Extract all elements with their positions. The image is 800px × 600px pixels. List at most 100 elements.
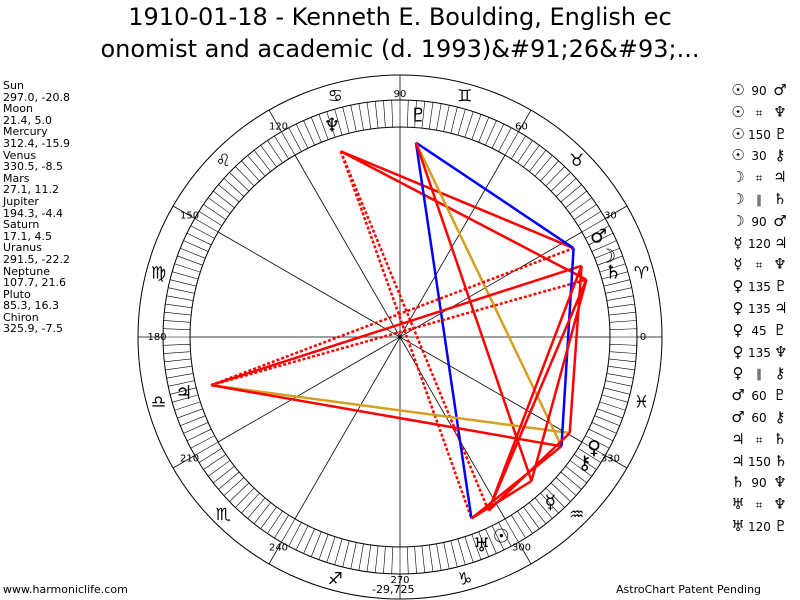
degree-tick	[164, 358, 192, 363]
zodiac-sign-icon: ♐	[328, 569, 343, 589]
neptune-icon: ♆	[773, 255, 787, 274]
aspect-line	[210, 264, 582, 387]
chart-title-line-1: 1910-01-18 - Kenneth E. Boulding, Englis…	[128, 3, 672, 31]
zodiac-sign-icon: ♏	[216, 505, 231, 525]
degree-tick	[247, 155, 266, 177]
degree-tick	[585, 435, 610, 449]
degree-tick	[194, 218, 219, 233]
degree-tick	[609, 328, 637, 330]
jupiter-icon: ♃	[731, 451, 745, 470]
planet-coords-moon: 21.4, 5.0	[3, 113, 52, 127]
moon-icon: ☽	[599, 246, 616, 268]
degree-tick	[450, 540, 458, 568]
degree-tick	[414, 546, 417, 574]
aspect-line	[487, 279, 588, 512]
jupiter-icon: ♃	[175, 382, 192, 404]
sun-icon: ☉	[731, 146, 745, 165]
degree-tick	[491, 123, 505, 149]
aspect-entry: ♃ ⌗ ♄	[728, 429, 798, 451]
chiron-icon: ⚷	[578, 452, 592, 474]
sign-divider-line	[217, 231, 583, 443]
degree-tick	[303, 528, 315, 554]
aspect-entry: ♀ 45 ♇	[728, 320, 798, 342]
sun-icon: ☉	[731, 102, 745, 121]
zodiac-sign-icon: ♓	[634, 393, 649, 413]
degree-tick	[163, 344, 191, 346]
planet-coords-jupiter: 194.3, -4.4	[3, 206, 63, 220]
degree-tick	[599, 401, 626, 411]
degree-tick	[180, 247, 206, 259]
degree-tick	[443, 105, 450, 132]
pluto-icon: ♇	[410, 105, 427, 127]
zodiac-sign-icon: ♑	[457, 569, 472, 589]
moon-icon: ☽	[731, 189, 745, 208]
degree-tick	[573, 454, 597, 470]
degree-tick	[326, 111, 336, 138]
degree-tick	[168, 287, 195, 294]
degree-tick	[374, 101, 379, 129]
neptune-icon: ♆	[773, 473, 787, 492]
degree-tick	[342, 540, 350, 568]
degree-tick	[163, 351, 191, 354]
aspect-entry: ☿ 120 ♃	[728, 233, 798, 255]
degree-tick	[208, 197, 231, 214]
planet-name-venus: Venus	[3, 148, 37, 162]
pluto-icon: ♇	[774, 124, 788, 143]
degree-tick	[174, 401, 201, 411]
planet-coords-pluto: 85.3, 16.3	[3, 299, 59, 313]
degree-tick	[177, 408, 203, 419]
degree-label: 330	[601, 454, 620, 465]
degree-tick	[163, 328, 191, 330]
degree-tick	[534, 497, 553, 519]
saturn-icon: ♄	[773, 189, 787, 208]
degree-tick	[241, 492, 260, 514]
degree-tick	[186, 428, 212, 442]
degree-tick	[555, 477, 577, 496]
degree-tick	[350, 542, 357, 569]
degree-tick	[198, 448, 223, 463]
degree-tick	[555, 178, 577, 197]
degree-tick	[517, 140, 533, 164]
degree-tick	[565, 466, 587, 484]
degree-tick	[450, 106, 458, 134]
mars-icon: ♂	[773, 81, 787, 99]
degree-tick	[407, 100, 409, 128]
degree-tick	[428, 544, 434, 572]
sun-icon: ☉	[731, 81, 745, 99]
degree-tick	[295, 525, 309, 551]
degree-tick	[464, 111, 474, 138]
aspect-line	[339, 150, 490, 512]
degree-tick	[591, 422, 617, 434]
degree-tick	[436, 543, 442, 571]
zodiac-sign-icon: ♉	[569, 151, 584, 171]
planet-name-mars: Mars	[3, 171, 30, 185]
planet-position-list: Sun 297.0, -20.8 Moon 21.4, 5.0 Mercury 312.4…	[3, 80, 70, 335]
degree-tick	[603, 387, 631, 395]
degree-tick	[601, 394, 628, 403]
degree-tick	[421, 101, 426, 129]
chart-title-line-2: onomist and academic (d. 1993)&#91;26&#9…	[100, 35, 700, 63]
degree-tick	[606, 373, 634, 379]
degree-tick	[180, 415, 206, 427]
degree-tick	[443, 542, 450, 569]
chiron-icon: ⚷	[774, 146, 786, 165]
aspect-entry: ♅ ⌗ ♆	[728, 494, 798, 516]
degree-tick	[310, 531, 322, 557]
degree-tick	[407, 546, 409, 574]
degree-tick	[529, 150, 547, 172]
degree-tick	[163, 320, 191, 323]
degree-tick	[550, 172, 571, 192]
degree-tick	[229, 482, 250, 502]
mercury-icon: ☿	[733, 255, 743, 274]
degree-tick	[581, 441, 606, 456]
aspect-type: ⌗	[755, 171, 763, 186]
degree-tick	[183, 422, 209, 434]
aspect-type: 135	[748, 301, 771, 316]
planet-coords-mercury: 312.4, -15.9	[3, 136, 70, 150]
degree-tick	[274, 135, 289, 160]
degree-tick	[190, 435, 215, 449]
degree-tick	[588, 232, 614, 246]
degree-label: 270	[390, 575, 409, 586]
degree-tick	[183, 240, 209, 252]
neptune-icon: ♆	[324, 115, 341, 137]
